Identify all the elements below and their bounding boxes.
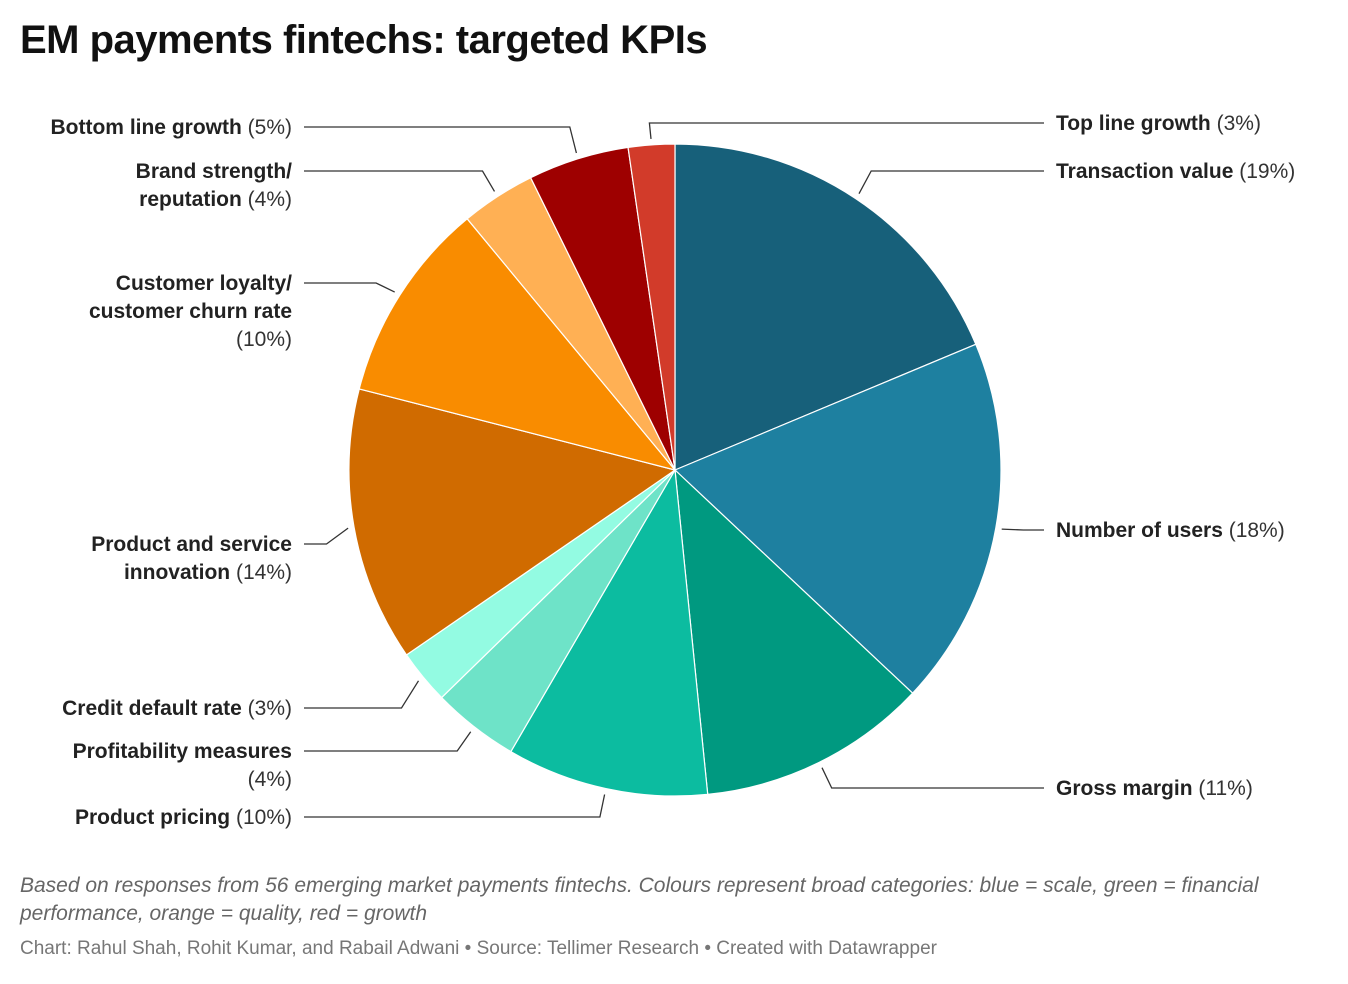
pie-slice-8 bbox=[358, 217, 677, 472]
slice-label-10: Bottom line growth (5%) bbox=[51, 116, 293, 139]
slice-label-5: Profitability measures (4%) bbox=[73, 740, 292, 791]
slice-label-4: Product pricing (10%) bbox=[75, 806, 292, 829]
leader-line-9 bbox=[304, 170, 496, 192]
slice-label-3: Gross margin (11%) bbox=[1056, 777, 1253, 800]
leader-line-2 bbox=[1001, 528, 1044, 531]
slice-label-7: Product and service innovation (14%) bbox=[91, 533, 292, 584]
leader-line-1 bbox=[858, 170, 1044, 195]
pie-slice-11 bbox=[627, 143, 676, 471]
slice-label-11: Top line growth (3%) bbox=[1056, 112, 1261, 135]
pie-slice-1 bbox=[674, 143, 977, 471]
pie-slice-4 bbox=[509, 468, 709, 797]
leader-line-11 bbox=[648, 122, 1044, 139]
leader-line-10 bbox=[304, 126, 578, 154]
pie-slices bbox=[348, 143, 1002, 797]
leader-line-6 bbox=[304, 680, 420, 709]
leader-line-5 bbox=[304, 731, 472, 752]
pie-chart: Transaction value (19%) Number of users (… bbox=[51, 112, 1296, 829]
chart-notes: Based on responses from 56 emerging mark… bbox=[20, 874, 1259, 925]
chart-credit: Chart: Rahul Shah, Rohit Kumar, and Raba… bbox=[20, 938, 937, 959]
leader-line-3 bbox=[821, 767, 1044, 789]
slice-label-1: Transaction value (19%) bbox=[1056, 160, 1295, 183]
slice-label-8: Customer loyalty/customer churn rate (10%… bbox=[89, 272, 292, 351]
pie-slice-3 bbox=[674, 468, 914, 796]
pie-slice-7 bbox=[348, 388, 677, 656]
leader-line-4 bbox=[304, 794, 606, 818]
leader-line-7 bbox=[304, 527, 349, 545]
leader-line-8 bbox=[304, 282, 395, 293]
label-leader-lines bbox=[304, 122, 1044, 818]
slice-label-6: Credit default rate (3%) bbox=[62, 697, 292, 720]
pie-slice-2 bbox=[673, 343, 1002, 695]
slice-label-2: Number of users (18%) bbox=[1056, 519, 1285, 542]
chart-title: EM payments fintechs: targeted KPIs bbox=[20, 18, 708, 62]
slice-label-9: Brand strength/reputation (4%) bbox=[136, 160, 293, 211]
slice-labels: Transaction value (19%) Number of users (… bbox=[51, 112, 1296, 829]
